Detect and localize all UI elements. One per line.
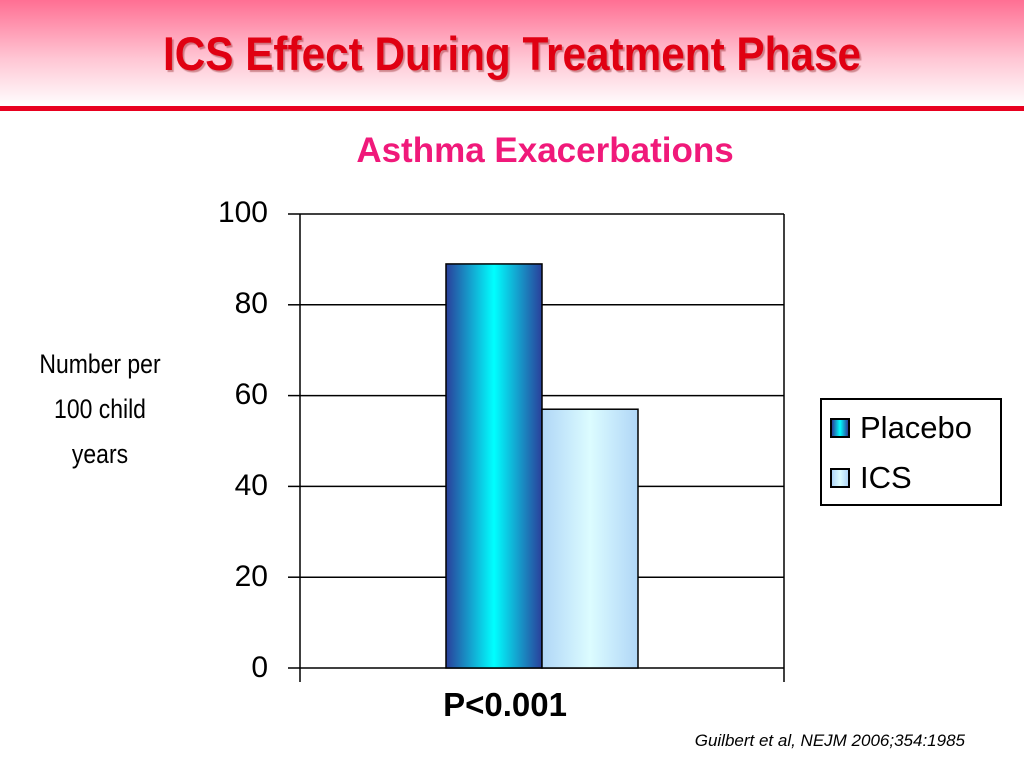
title-banner	[0, 0, 1024, 107]
y-tick-label-60: 60	[234, 378, 268, 411]
x-category-label: P<0.001	[443, 686, 567, 723]
y-tick-label-20: 20	[234, 560, 268, 593]
y-axis-label-line-3: years	[71, 439, 129, 469]
legend-item-placebo: Placebo	[830, 408, 972, 448]
y-tick-label-100: 100	[217, 196, 268, 229]
y-tick-label-40: 40	[234, 469, 268, 502]
legend-swatch-placebo	[830, 418, 850, 438]
y-axis-label: Number per 100 child years	[24, 342, 177, 477]
legend-item-ics: ICS	[830, 458, 912, 498]
y-tick-label-80: 80	[234, 287, 268, 320]
citation: Guilbert et al, NEJM 2006;354:1985	[694, 731, 965, 750]
bar-ics	[541, 408, 639, 669]
title-divider	[0, 106, 1024, 111]
chart-title: Asthma Exacerbations	[356, 131, 734, 170]
legend: Placebo ICS	[820, 398, 1002, 506]
y-tick-label-0: 0	[251, 651, 268, 684]
y-axis-label-line-2: 100 child	[54, 394, 146, 424]
legend-swatch-ics	[830, 468, 850, 488]
slide-title: ICS Effect During Treatment Phase	[162, 27, 862, 80]
legend-label-placebo: Placebo	[860, 410, 973, 445]
y-axis-label-line-1: Number per	[39, 349, 161, 379]
bar-placebo	[445, 263, 543, 669]
legend-label-ics: ICS	[860, 460, 912, 495]
